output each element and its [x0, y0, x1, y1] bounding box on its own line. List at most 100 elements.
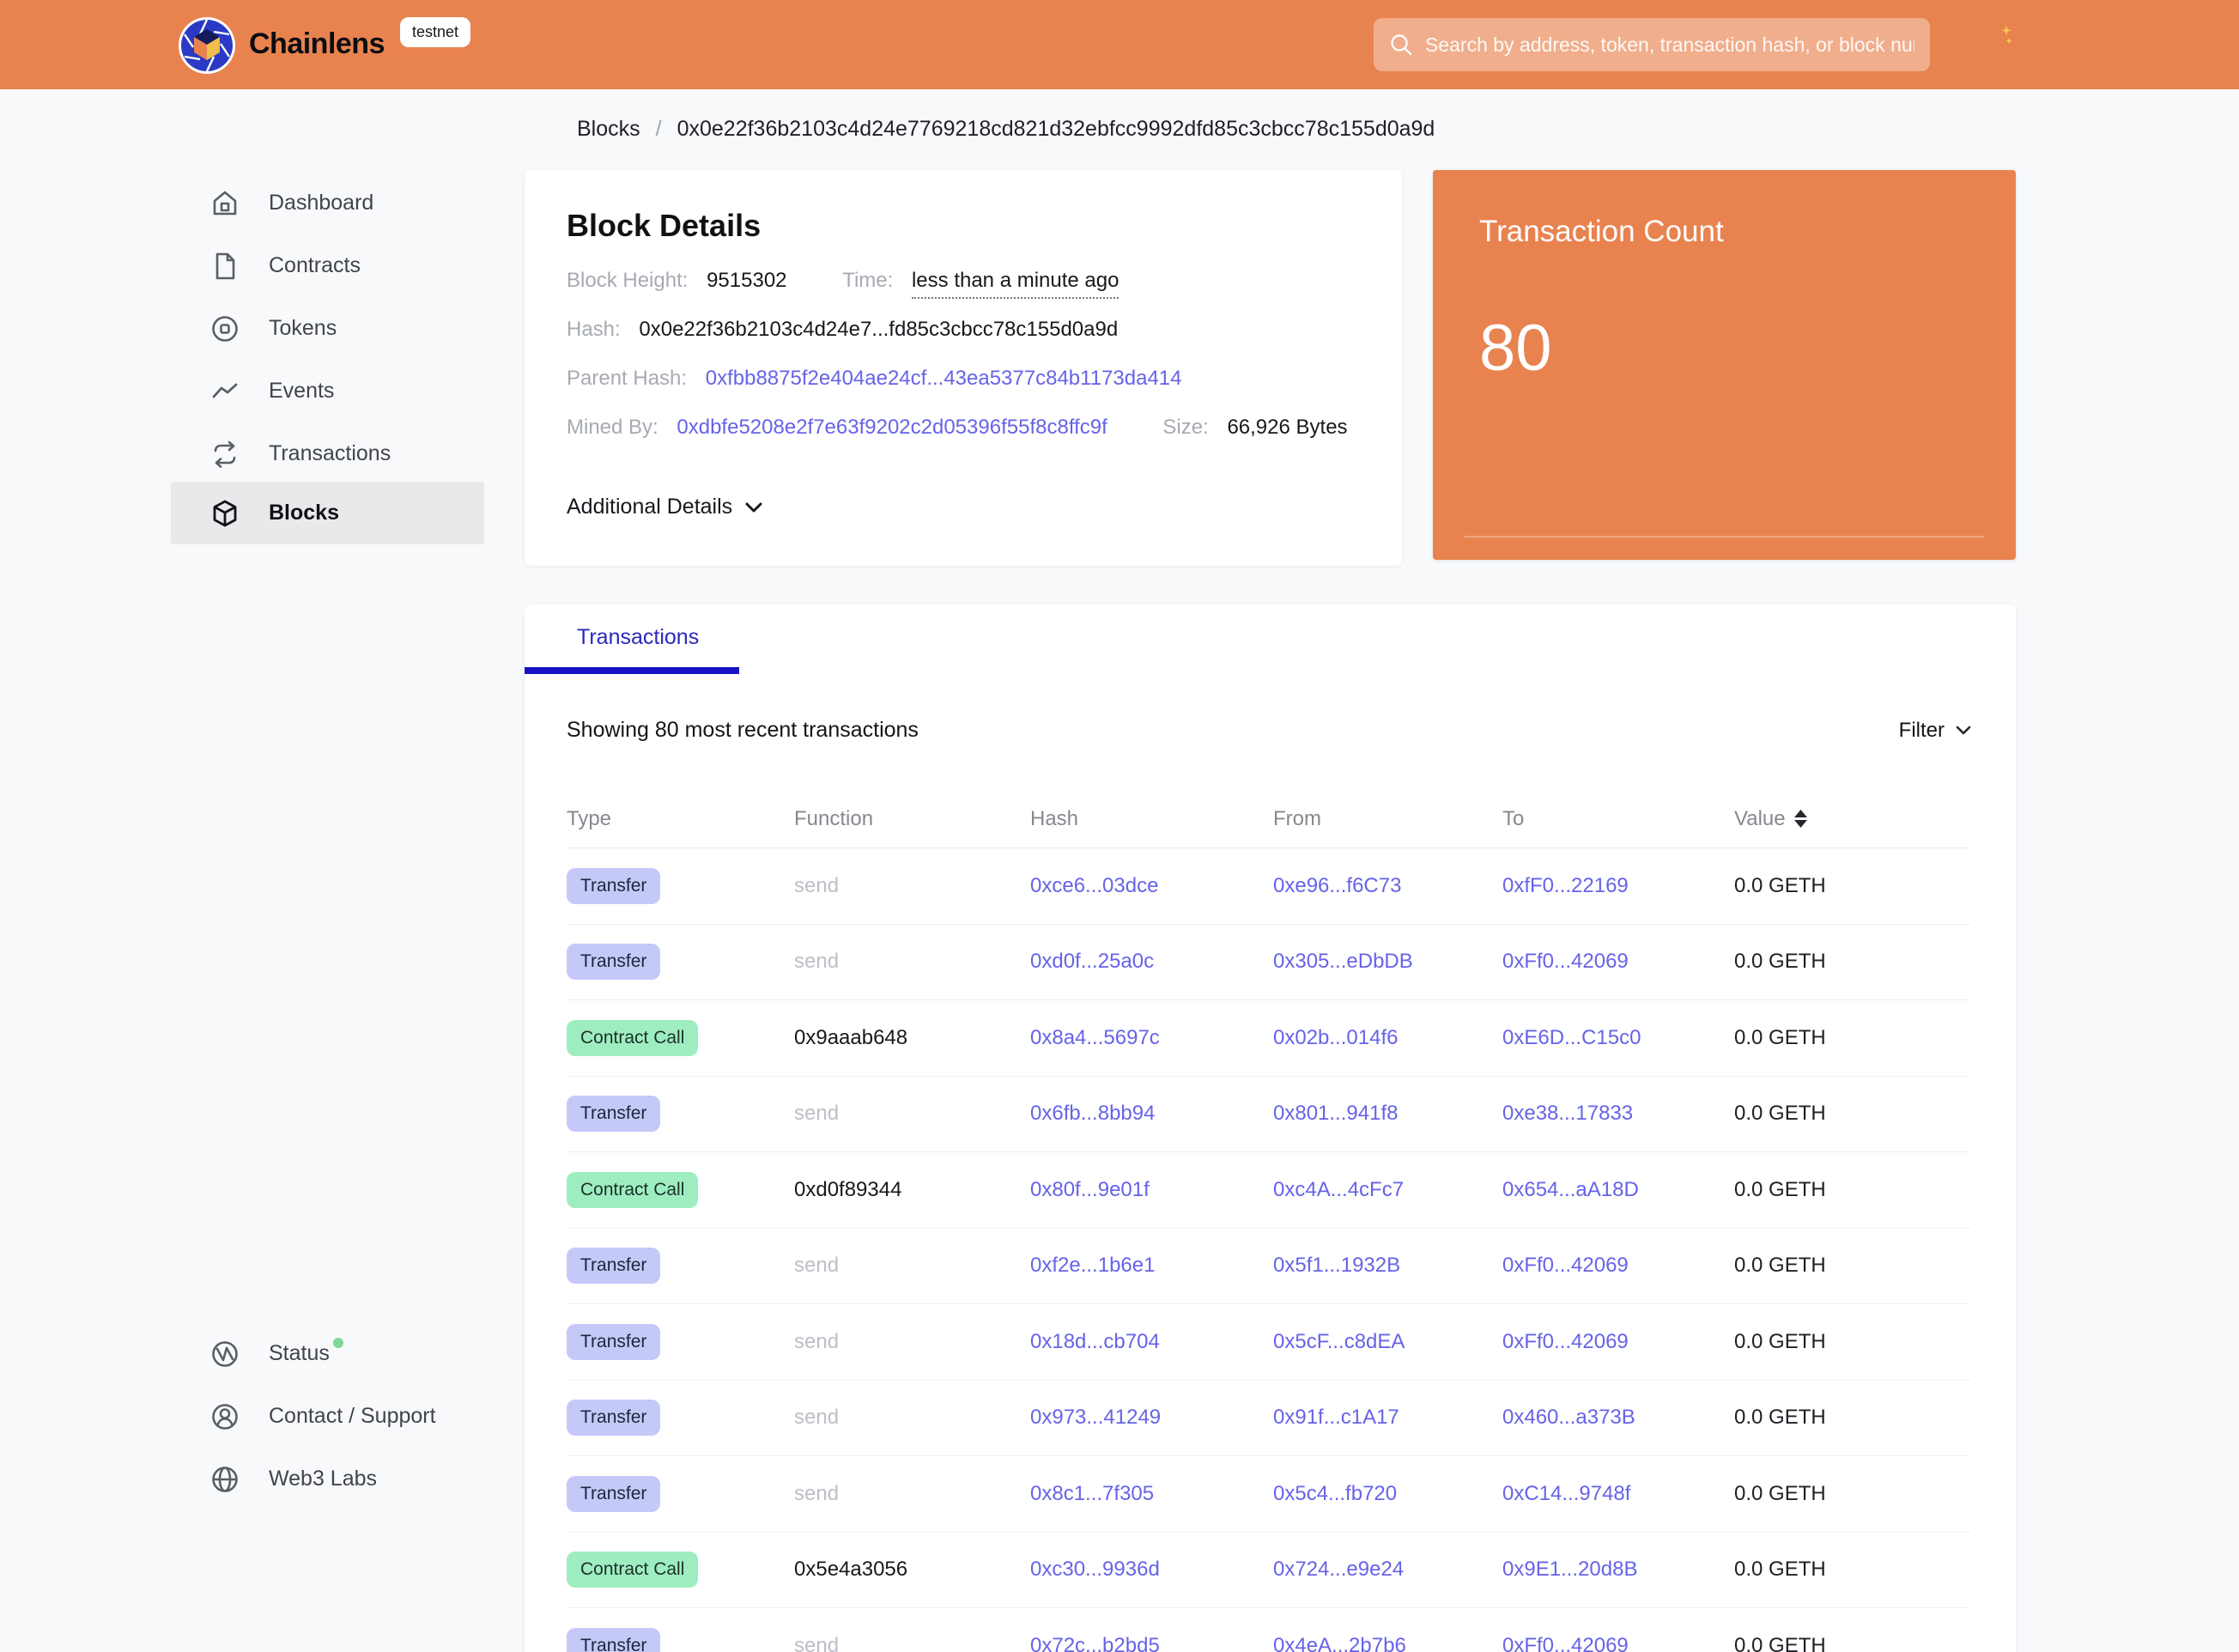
- tx-from-link[interactable]: 0x801...941f8: [1273, 1102, 1399, 1126]
- status-dot: [332, 1338, 343, 1348]
- table-body: Transfer send 0xce6...03dce 0xe96...f6C7…: [567, 848, 1970, 1652]
- transactions-table: Type Function Hash From To Value Transfe…: [567, 790, 1970, 1652]
- tx-function: send: [794, 1481, 840, 1505]
- brand[interactable]: Chainlens testnet: [179, 15, 471, 74]
- tx-value: 0.0 GETH: [1734, 873, 1826, 897]
- tx-hash-link[interactable]: 0xd0f...25a0c: [1030, 950, 1155, 974]
- network-badge: testnet: [399, 17, 471, 47]
- tx-to-link[interactable]: 0xFf0...42069: [1502, 1634, 1629, 1652]
- tx-type-badge: Transfer: [567, 944, 661, 981]
- tx-value: 0.0 GETH: [1734, 1025, 1826, 1049]
- dark-mode-moon-icon[interactable]: [1978, 22, 2016, 67]
- sidebar-item-tokens[interactable]: Tokens: [171, 297, 484, 360]
- home-icon: [210, 189, 240, 218]
- tx-value: 0.0 GETH: [1734, 1102, 1826, 1126]
- tx-hash-link[interactable]: 0xce6...03dce: [1030, 873, 1159, 897]
- sidebar-item-contact-support[interactable]: Contact / Support: [171, 1385, 484, 1448]
- transactions-summary: Showing 80 most recent transactions: [567, 718, 919, 742]
- tx-function: send: [794, 873, 840, 897]
- tx-to-link[interactable]: 0xFf0...42069: [1502, 1254, 1629, 1278]
- sidebar-item-label: Events: [269, 379, 335, 403]
- tx-to-link[interactable]: 0xC14...9748f: [1502, 1481, 1631, 1505]
- tx-from-link[interactable]: 0x305...eDbDB: [1273, 950, 1413, 974]
- tab-transactions[interactable]: Transactions: [577, 625, 700, 649]
- tx-function: 0x9aaab648: [794, 1025, 908, 1049]
- tx-from-link[interactable]: 0x724...e9e24: [1273, 1558, 1405, 1582]
- tx-function: send: [794, 1406, 840, 1430]
- additional-details-toggle[interactable]: Additional Details: [567, 495, 763, 519]
- sort-icon[interactable]: [1793, 810, 1807, 828]
- sidebar-item-dashboard[interactable]: Dashboard: [171, 172, 484, 234]
- breadcrumb-blocks-link[interactable]: Blocks: [577, 117, 640, 141]
- transactions-card: Transactions Showing 80 most recent tran…: [525, 604, 2016, 1652]
- sidebar-item-events[interactable]: Events: [171, 360, 484, 422]
- tx-hash-link[interactable]: 0x8c1...7f305: [1030, 1481, 1155, 1505]
- tx-hash-link[interactable]: 0x973...41249: [1030, 1406, 1162, 1430]
- tx-from-link[interactable]: 0xc4A...4cFc7: [1273, 1177, 1405, 1201]
- time-label: Time:: [842, 269, 894, 292]
- filter-button[interactable]: Filter: [1899, 719, 1972, 743]
- sidebar-item-blocks[interactable]: Blocks: [171, 482, 484, 544]
- breadcrumb-separator: /: [655, 117, 662, 141]
- search-input[interactable]: [1425, 33, 1914, 57]
- tx-to-link[interactable]: 0xE6D...C15c0: [1502, 1025, 1641, 1049]
- tx-function: send: [794, 1634, 840, 1652]
- additional-details-label: Additional Details: [567, 495, 733, 519]
- tx-from-link[interactable]: 0x5f1...1932B: [1273, 1254, 1401, 1278]
- parent-hash-link[interactable]: 0xfbb8875f2e404ae24cf...43ea5377c84b1173…: [705, 367, 1182, 390]
- tx-to-link[interactable]: 0xFf0...42069: [1502, 950, 1629, 974]
- table-row: Contract Call 0x9aaab648 0x8a4...5697c 0…: [567, 1000, 1970, 1077]
- search-box[interactable]: [1374, 18, 1930, 71]
- block-height-label: Block Height:: [567, 269, 689, 292]
- tx-hash-link[interactable]: 0x80f...9e01f: [1030, 1177, 1150, 1201]
- tx-hash-link[interactable]: 0x72c...b2bd5: [1030, 1634, 1160, 1652]
- tx-type-badge: Transfer: [567, 867, 661, 904]
- table-row: Transfer send 0xce6...03dce 0xe96...f6C7…: [567, 848, 1970, 925]
- block-height-row: Block Height: 9515302 Time: less than a …: [567, 269, 1360, 299]
- tx-from-link[interactable]: 0x91f...c1A17: [1273, 1406, 1399, 1430]
- tx-hash-link[interactable]: 0x18d...cb704: [1030, 1329, 1160, 1353]
- token-icon: [210, 314, 240, 343]
- column-header-value: Value: [1734, 807, 1970, 831]
- block-details-title: Block Details: [567, 208, 762, 243]
- sidebar-item-transactions[interactable]: Transactions: [171, 422, 484, 485]
- tx-hash-link[interactable]: 0x8a4...5697c: [1030, 1025, 1160, 1049]
- sidebar-item-web3-labs[interactable]: Web3 Labs: [171, 1448, 484, 1510]
- tx-from-link[interactable]: 0xe96...f6C73: [1273, 873, 1402, 897]
- sidebar-item-label: Transactions: [269, 441, 391, 465]
- column-header-function: Function: [794, 806, 874, 830]
- tx-hash-link[interactable]: 0xf2e...1b6e1: [1030, 1254, 1156, 1278]
- tx-value: 0.0 GETH: [1734, 950, 1826, 974]
- tx-from-link[interactable]: 0x4eA...2b7b6: [1273, 1634, 1406, 1652]
- tx-type-badge: Transfer: [567, 1096, 661, 1133]
- app-header: Chainlens testnet: [0, 0, 2239, 89]
- sidebar-item-contracts[interactable]: Contracts: [171, 234, 484, 297]
- transaction-count-card: Transaction Count 80: [1433, 170, 2016, 560]
- sidebar-item-label: Web3 Labs: [269, 1467, 378, 1491]
- breadcrumb: Blocks / 0x0e22f36b2103c4d24e7769218cd82…: [577, 117, 1435, 142]
- tx-hash-link[interactable]: 0x6fb...8bb94: [1030, 1102, 1156, 1126]
- tx-hash-link[interactable]: 0xc30...9936d: [1030, 1558, 1160, 1582]
- mined-by-link[interactable]: 0xdbfe5208e2f7e63f9202c2d05396f55f8c8ffc…: [677, 416, 1107, 439]
- tx-to-link[interactable]: 0xfF0...22169: [1502, 873, 1629, 897]
- block-height-value: 9515302: [707, 269, 787, 292]
- tx-from-link[interactable]: 0x5c4...fb720: [1273, 1481, 1398, 1505]
- column-header-from: From: [1273, 806, 1321, 830]
- tx-from-link[interactable]: 0x02b...014f6: [1273, 1025, 1399, 1049]
- table-row: Transfer send 0x6fb...8bb94 0x801...941f…: [567, 1077, 1970, 1152]
- transaction-count-title: Transaction Count: [1479, 215, 1724, 248]
- hash-row: Hash: 0x0e22f36b2103c4d24e7...fd85c3cbcc…: [567, 318, 1360, 342]
- tx-type-badge: Transfer: [567, 1323, 661, 1360]
- sidebar-item-label: Status: [269, 1338, 343, 1366]
- tx-to-link[interactable]: 0x460...a373B: [1502, 1406, 1635, 1430]
- tx-function: send: [794, 950, 840, 974]
- tx-to-link[interactable]: 0xe38...17833: [1502, 1102, 1634, 1126]
- tx-from-link[interactable]: 0x5cF...c8dEA: [1273, 1329, 1405, 1353]
- tx-value: 0.0 GETH: [1734, 1329, 1826, 1353]
- tx-to-link[interactable]: 0x654...aA18D: [1502, 1177, 1639, 1201]
- sidebar-item-status[interactable]: Status: [171, 1322, 484, 1385]
- tx-to-link[interactable]: 0xFf0...42069: [1502, 1329, 1629, 1353]
- tx-to-link[interactable]: 0x9E1...20d8B: [1502, 1558, 1638, 1582]
- column-header-type: Type: [567, 806, 612, 830]
- chainlens-logo-icon: [179, 17, 235, 74]
